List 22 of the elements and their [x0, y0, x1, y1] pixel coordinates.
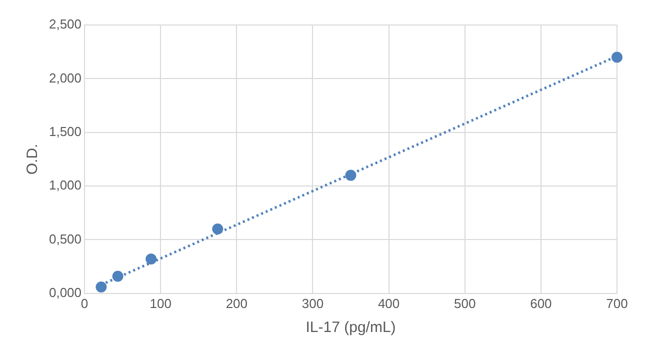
x-tick-label: 500 — [454, 296, 476, 311]
y-tick-label: 0,000 — [48, 284, 82, 300]
x-tick-label: 300 — [302, 296, 324, 311]
x-tick-label: 400 — [378, 296, 400, 311]
y-axis-title: O.D. — [24, 144, 42, 175]
point — [96, 281, 107, 292]
x-tick-label: 700 — [606, 296, 628, 311]
point — [146, 254, 157, 265]
point — [612, 52, 622, 63]
x-tick-label: 600 — [530, 296, 552, 311]
x-tick-label: 200 — [226, 296, 248, 311]
y-tick-label: 1,500 — [48, 124, 82, 139]
y-tick-label: 2,500 — [48, 16, 82, 32]
x-tick-label: 0 — [80, 296, 88, 311]
y-tick-label: 2,000 — [48, 70, 82, 86]
point — [212, 223, 224, 234]
x-tick-label: 100 — [150, 296, 172, 311]
y-tick-label: 0,500 — [48, 231, 82, 246]
y-tick-label: 1,000 — [48, 178, 82, 193]
point — [345, 170, 356, 181]
point — [112, 270, 124, 282]
x-axis-title: IL-17 (pg/mL) — [306, 319, 396, 336]
